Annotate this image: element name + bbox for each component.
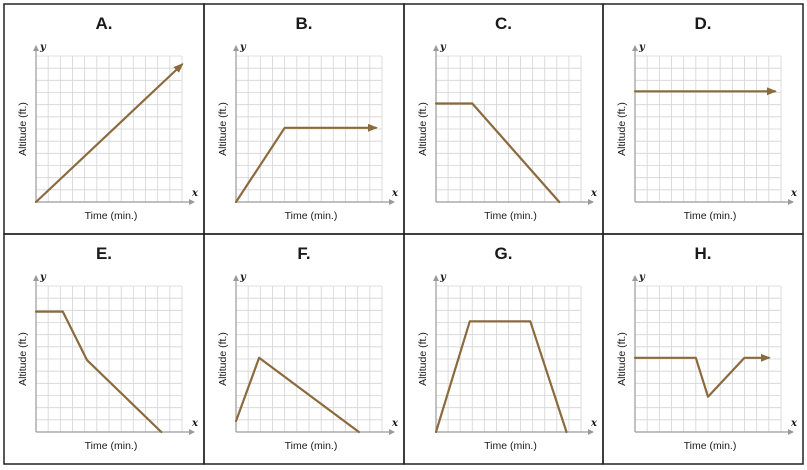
y-axis-label: Altitude (ft.) [417, 102, 429, 156]
x-axis-symbol: x [790, 188, 798, 199]
y-axis-label: Altitude (ft.) [616, 102, 628, 156]
y-axis-symbol: y [39, 42, 47, 53]
y-axis-label: Altitude (ft.) [17, 102, 29, 156]
chart-title: A. [96, 14, 113, 33]
y-axis-symbol: y [638, 272, 646, 283]
data-line [434, 102, 561, 204]
y-axis-symbol: y [39, 272, 47, 283]
panel-border [3, 233, 205, 465]
chart-title: E. [96, 244, 112, 263]
chart-panel-g: G. y x Time (min.) Altitude (ft.) [403, 233, 604, 465]
panel-border [403, 233, 604, 465]
data-line [34, 310, 163, 434]
x-axis-label: Time (min.) [684, 440, 737, 452]
data-line [234, 356, 360, 434]
data-line [434, 320, 568, 434]
chart-title: D. [695, 14, 712, 33]
chart-title: G. [495, 244, 513, 263]
chart-panel-e: E. y x Time (min.) Altitude (ft.) [3, 233, 205, 465]
chart-panel-a: A. y x Time (min.) Altitude (ft.) [3, 3, 205, 235]
panel-border [3, 3, 205, 235]
x-axis-label: Time (min.) [484, 440, 537, 452]
panel-border [203, 3, 405, 235]
x-axis-symbol: x [790, 418, 798, 429]
y-axis-label: Altitude (ft.) [616, 332, 628, 386]
x-axis-symbol: x [590, 188, 598, 199]
y-axis-symbol: y [239, 272, 247, 283]
y-axis-symbol: y [439, 272, 447, 283]
chart-panel-f: F. y x Time (min.) Altitude (ft.) [203, 233, 405, 465]
chart-title: B. [296, 14, 313, 33]
data-line [34, 63, 184, 204]
panel-border [602, 3, 804, 235]
x-axis-symbol: x [191, 188, 199, 199]
chart-title: F. [297, 244, 310, 263]
data-line [633, 353, 771, 398]
data-line [234, 123, 378, 204]
x-axis-label: Time (min.) [684, 210, 737, 222]
x-axis-symbol: x [191, 418, 199, 429]
chart-panel-c: C. y x Time (min.) Altitude (ft.) [403, 3, 604, 235]
chart-panel-h: H. y x Time (min.) Altitude (ft.) [602, 233, 804, 465]
chart-title: C. [495, 14, 512, 33]
y-axis-symbol: y [439, 42, 447, 53]
panel-border [403, 3, 604, 235]
x-axis-symbol: x [391, 418, 399, 429]
y-axis-label: Altitude (ft.) [417, 332, 429, 386]
x-axis-label: Time (min.) [85, 440, 138, 452]
x-axis-label: Time (min.) [484, 210, 537, 222]
y-axis-symbol: y [239, 42, 247, 53]
x-axis-label: Time (min.) [85, 210, 138, 222]
y-axis-label: Altitude (ft.) [17, 332, 29, 386]
panel-border [203, 233, 405, 465]
panel-border [602, 233, 804, 465]
chart-panel-d: D. y x Time (min.) Altitude (ft.) [602, 3, 804, 235]
x-axis-symbol: x [590, 418, 598, 429]
chart-panel-b: B. y x Time (min.) Altitude (ft.) [203, 3, 405, 235]
chart-title: H. [695, 244, 712, 263]
y-axis-label: Altitude (ft.) [217, 102, 229, 156]
y-axis-label: Altitude (ft.) [217, 332, 229, 386]
y-axis-symbol: y [638, 42, 646, 53]
x-axis-label: Time (min.) [285, 440, 338, 452]
x-axis-symbol: x [391, 188, 399, 199]
x-axis-label: Time (min.) [285, 210, 338, 222]
